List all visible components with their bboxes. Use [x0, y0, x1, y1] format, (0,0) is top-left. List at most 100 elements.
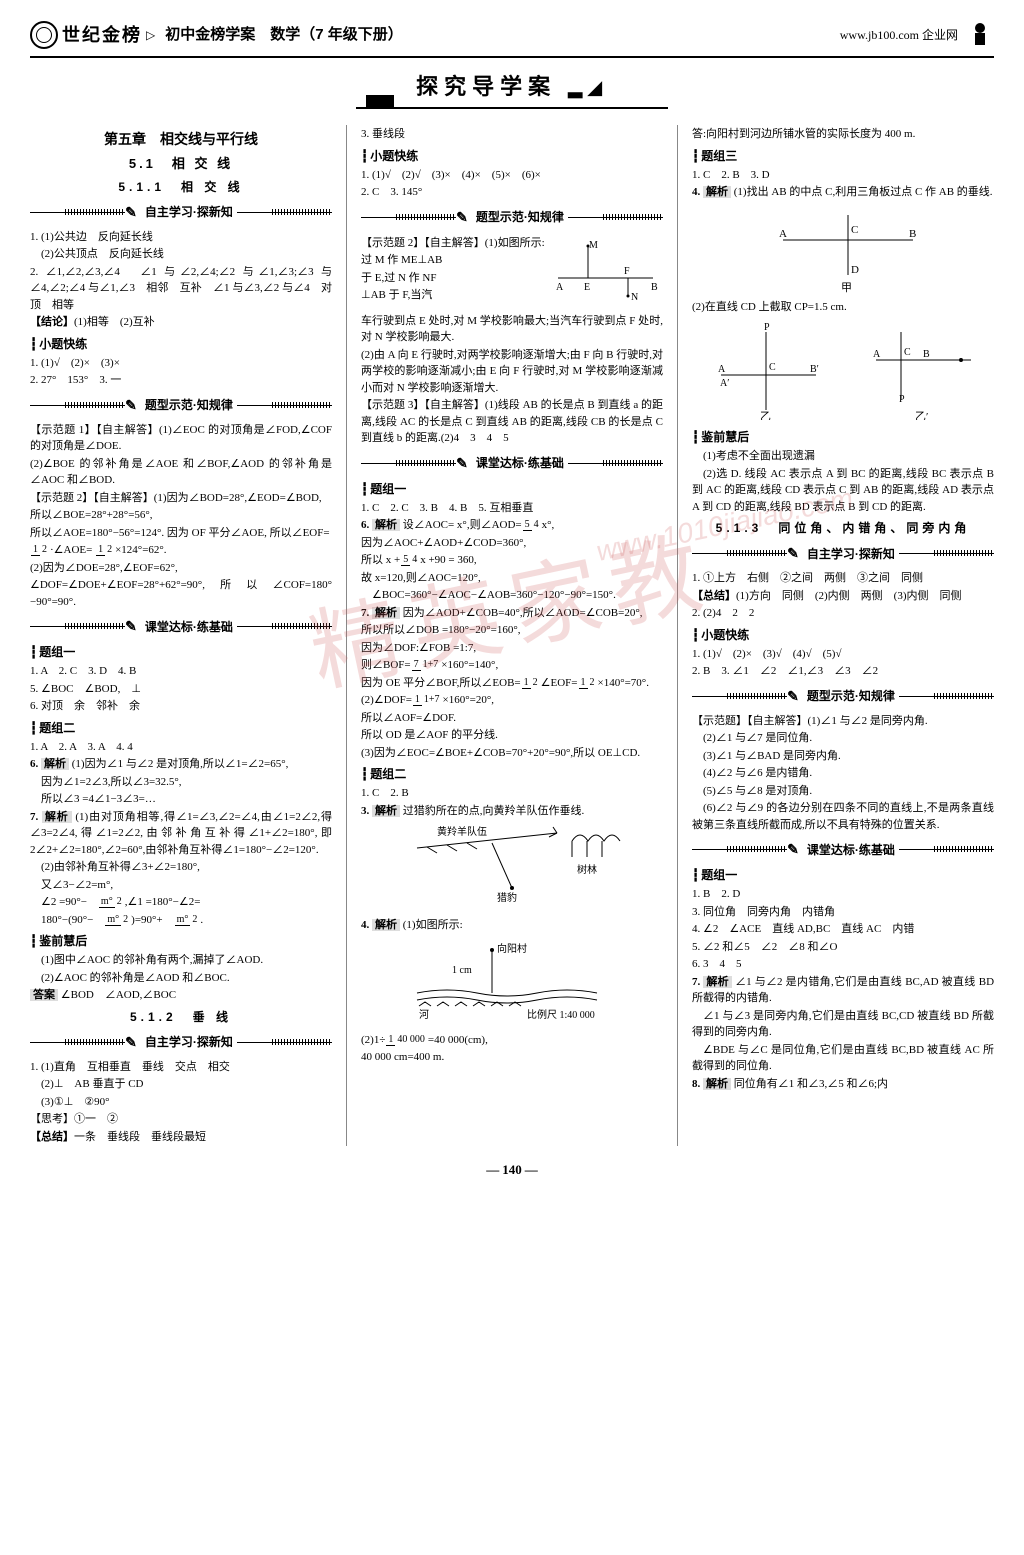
svg-text:P: P [899, 394, 905, 405]
text-line: 所以∠AOE=180°−56°=124°. 因为 OF 平分∠AOE, 所以∠E… [30, 525, 332, 542]
svg-text:猎豹: 猎豹 [497, 891, 517, 904]
text-line: ∠DOF=∠DOE+∠EOF=28°+62°=90°,所以∠COF=180°−9… [30, 577, 332, 610]
svg-text:A: A [556, 282, 564, 293]
band-example: ✎ 题型示范·知规律 [692, 686, 994, 707]
group-1-title: 题组一 [361, 480, 663, 498]
text-line: (3)①⊥ ②90° [30, 1094, 332, 1111]
svg-text:A′: A′ [720, 378, 729, 389]
formula-line: 所以 x +54x +90 = 360, [361, 552, 663, 569]
diagram-hunter: 黄羚羊队伍 猎豹 树林 [397, 823, 627, 913]
quick-practice-title: 小题快练 [30, 335, 332, 353]
text-line: 【示范题 2】【自主解答】(1)如图所示: [361, 235, 547, 252]
svg-text:乙: 乙 [760, 410, 771, 420]
chapter-title: 第五章 相交线与平行线 [30, 129, 332, 150]
pencil-icon: ✎ [787, 839, 799, 860]
text-line: 所以所以∠DOB =180°−20°=160°, [361, 622, 663, 639]
text-line: 2. ∠1,∠2,∠3,∠4 ∠1 与∠2,∠4;∠2 与∠1,∠3;∠3 与∠… [30, 264, 332, 314]
column-2: 3. 垂线段 小题快练 1. (1)√ (2)√ (3)× (4)× (5)× … [346, 125, 663, 1146]
review-title: 鉴前慧后 [30, 932, 332, 950]
text-line: 【结论】(1)相等 (2)互补 [30, 314, 332, 331]
pencil-icon: ✎ [125, 395, 137, 416]
text-line: 车行驶到点 E 处时,对 M 学校影响最大;当汽车行驶到点 F 处时,对 N 学… [361, 313, 663, 346]
text-line: 1. A 2. C 3. D 4. B [30, 663, 332, 680]
text-line: 1. (1)√ (2)× (3)√ (4)√ (5)√ [692, 646, 994, 663]
svg-text:A: A [718, 364, 726, 375]
text-line: (2)公共顶点 反向延长线 [30, 246, 332, 263]
svg-text:C: C [904, 347, 911, 358]
text-line: 4. ∠2 ∠ACE 直线 AD,BC 直线 AC 内错 [692, 921, 994, 938]
text-line: 所以 OD 是∠AOF 的平分线. [361, 727, 663, 744]
pencil-icon: ✎ [787, 686, 799, 707]
band-self-study: ✎ 自主学习·探新知 [692, 543, 994, 564]
pencil-icon: ✎ [125, 616, 137, 637]
text-line: 1. (1)直角 互相垂直 垂线 交点 相交 [30, 1059, 332, 1076]
text-line: 1. A 2. A 3. A 4. 4 [30, 739, 332, 756]
brand-logo: 世纪金榜 [30, 21, 142, 49]
band-classroom: ✎ 课堂达标·练基础 [361, 453, 663, 474]
svg-text:向阳村: 向阳村 [497, 942, 527, 955]
text-line: 1. C 2. C 3. B 4. B 5. 互相垂直 [361, 500, 663, 517]
text-line: 6. 对顶 余 邻补 余 [30, 698, 332, 715]
text-line: 2. C 3. 145° [361, 184, 663, 201]
formula-line: (2)∠DOF=11+7×160°=20°, [361, 692, 663, 709]
main-title: 探究导学案 ▂◢ [356, 70, 668, 109]
text-line: 1. C 2. B [361, 785, 663, 802]
text-line: (2)∠AOC 的邻补角是∠AOD 和∠BOC. [30, 970, 332, 987]
svg-text:黄羚羊队伍: 黄羚羊队伍 [437, 825, 487, 838]
mascot-icon [966, 20, 994, 50]
text-line: 【示范题】【自主解答】(1)∠1 与∠2 是同旁内角. [692, 713, 994, 730]
section-5-1-2: 5.1.2 垂 线 [30, 1008, 332, 1026]
text-line: (3)因为∠EOC=∠BOE+∠COB=70°+20°=90°,所以 OE⊥CD… [361, 745, 663, 762]
text-line: 又∠3−∠2=m°, [30, 877, 332, 894]
svg-text:比例尺 1:40 000: 比例尺 1:40 000 [527, 1008, 595, 1021]
pencil-icon: ✎ [787, 543, 799, 564]
text-line: 3. 同位角 同旁内角 内错角 [692, 904, 994, 921]
text-line: 因为∠DOF:∠FOB =1:7, [361, 640, 663, 657]
svg-text:F: F [624, 266, 630, 277]
svg-text:M: M [589, 240, 598, 251]
text-line: 1. (1)√ (2)√ (3)× (4)× (5)× (6)× [361, 167, 663, 184]
svg-text:B: B [923, 349, 930, 360]
text-line: 1. (1)公共边 反向延长线 [30, 229, 332, 246]
svg-text:乙′: 乙′ [915, 410, 928, 420]
text-line: 【思考】①一 ② [30, 1111, 332, 1128]
svg-text:A: A [873, 349, 881, 360]
text-line: 1. ①上方 右侧 ②之间 两侧 ③之间 同侧 [692, 570, 994, 587]
text-line: 7. 解析 (1)由对顶角相等,得∠1=∠3,∠2=∠4,由∠1=2∠2,得∠3… [30, 809, 332, 859]
text-line: (2)在直线 CD 上截取 CP=1.5 cm. [692, 299, 994, 316]
band-example: ✎ 题型示范·知规律 [361, 207, 663, 228]
text-line: ∠BOC=360°−∠AOC−∠AOB=360°−120°−90°=150°. [361, 587, 663, 604]
group-2-title: 题组二 [361, 765, 663, 783]
diagram-midpoint: A B C D 甲 [753, 205, 933, 295]
band-classroom: ✎ 课堂达标·练基础 [30, 616, 332, 637]
text-line: 1. (1)√ (2)× (3)× [30, 355, 332, 372]
triangle-icon: ▷ [146, 26, 155, 44]
text-line: (1)图中∠AOC 的邻补角有两个,漏掉了∠AOD. [30, 952, 332, 969]
quick-practice-title: 小题快练 [361, 147, 663, 165]
formula-line: 则∠BOF=71+7×160°=140°, [361, 657, 663, 674]
group-2-title: 题组二 [30, 719, 332, 737]
text-line: 1. C 2. B 3. D [692, 167, 994, 184]
review-title: 鉴前慧后 [692, 428, 994, 446]
band-self-study-2: ✎ 自主学习·探新知 [30, 1032, 332, 1053]
pencil-icon: ✎ [456, 207, 468, 228]
text-line: 40 000 cm=400 m. [361, 1049, 663, 1066]
text-line: 7. 解析 因为∠AOD+∠COB=40°,所以∠AOD=∠COB=20°, [361, 605, 663, 622]
text-line: (2)⊥ AB 垂直于 CD [30, 1076, 332, 1093]
svg-text:B: B [909, 228, 916, 240]
text-line: (2)∠1 与∠7 是同位角. [692, 730, 994, 747]
svg-text:A: A [779, 228, 787, 240]
text-line: 4. 解析 (1)如图所示: [361, 917, 663, 934]
band-self-study: ✎ 自主学习·探新知 [30, 202, 332, 223]
text-line: 6. 3 4 5 [692, 956, 994, 973]
text-line: 过 M 作 ME⊥AB [361, 252, 547, 269]
band-example: ✎ 题型示范·知规律 [30, 395, 332, 416]
quick-practice-title: 小题快练 [692, 626, 994, 644]
header-subtitle: 初中金榜学案 数学（7 年级下册） [165, 24, 403, 47]
text-line: 3. 垂线段 [361, 126, 663, 143]
text-line: (2)∠BOE 的邻补角是∠AOE 和∠BOF,∠AOD 的邻补角是∠AOC 和… [30, 456, 332, 489]
diagram-cp-2: A B C P 乙′ [861, 320, 981, 420]
text-line: (2)选 D. 线段 AC 表示点 A 到 BC 的距离,线段 BC 表示点 B… [692, 466, 994, 516]
diagram-cp-1: A B′ C P A′ 乙 [706, 320, 826, 420]
text-line: 2. B 3. ∠1 ∠2 ∠1,∠3 ∠3 ∠2 [692, 663, 994, 680]
